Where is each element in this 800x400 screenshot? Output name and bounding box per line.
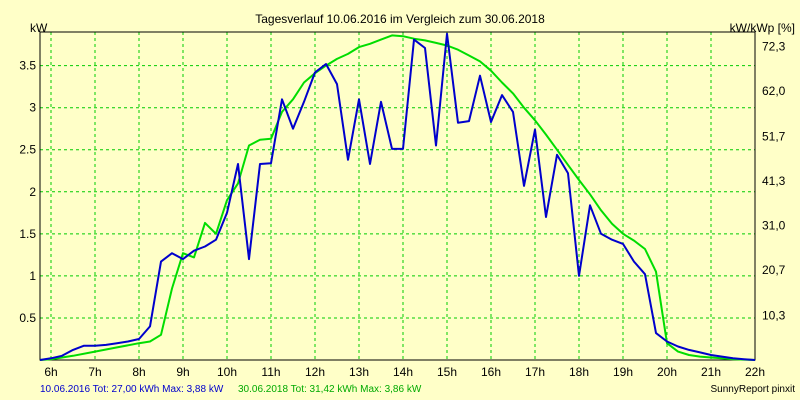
y-tick-label-right: 62,0 xyxy=(762,84,786,98)
y-tick-label-right: 51,7 xyxy=(762,129,786,143)
series-line-10.06.2016 xyxy=(39,32,756,361)
x-tick-label: 10h xyxy=(217,365,237,379)
y-tick-label-right: 20,7 xyxy=(762,263,786,277)
legend-entry-2018: 30.06.2018 Tot: 31,42 kWh Max: 3,86 kW xyxy=(238,384,422,395)
series-group xyxy=(39,32,756,361)
grid xyxy=(40,32,755,360)
footer-credit: SunnyReport pinxit xyxy=(711,384,796,395)
y-tick-labels-left: 0.5 1 1.5 2 2.5 3 3.5 xyxy=(19,59,36,325)
x-tick-label: 17h xyxy=(525,365,545,379)
y-tick-label-left: 2 xyxy=(29,185,36,199)
x-tick-label: 19h xyxy=(613,365,633,379)
y-tick-label-left: 1.5 xyxy=(19,227,36,241)
x-tick-label: 8h xyxy=(132,365,145,379)
x-tick-label: 13h xyxy=(349,365,369,379)
chart-title: Tagesverlauf 10.06.2016 im Vergleich zum… xyxy=(255,12,545,26)
x-tick-label: 18h xyxy=(569,365,589,379)
y-axis-label-right: kW/kWp [%] xyxy=(730,21,795,35)
x-tick-label: 7h xyxy=(88,365,101,379)
x-tick-labels: 6h 7h 8h 9h 10h 11h 12h 13h 14h 15h 16h 17h 18h 19h 20… xyxy=(44,365,765,379)
y-tick-label-right: 31,0 xyxy=(762,218,786,232)
y-tick-label-left: 1 xyxy=(29,269,36,283)
y-tick-label-left: 3.5 xyxy=(19,59,36,73)
x-tick-label: 16h xyxy=(481,365,501,379)
x-tick-label: 9h xyxy=(176,365,189,379)
plot-frame xyxy=(39,31,756,361)
x-tick-label: 11h xyxy=(261,365,280,379)
y-tick-label-right: 10,3 xyxy=(762,308,786,322)
y-tick-labels-right: 10,3 20,7 31,0 41,3 51,7 62,0 72,3 xyxy=(762,39,786,322)
x-tick-label: 20h xyxy=(657,365,677,379)
x-tick-label: 6h xyxy=(44,365,57,379)
y-tick-label-right: 72,3 xyxy=(762,39,786,53)
x-tick-label: 12h xyxy=(305,365,325,379)
x-tick-label: 15h xyxy=(437,365,457,379)
x-tick-label: 21h xyxy=(701,365,721,379)
y-tick-label-left: 3 xyxy=(29,101,36,115)
y-tick-label-left: 0.5 xyxy=(19,311,36,325)
x-tick-label: 14h xyxy=(393,365,413,379)
legend-entry-2016: 10.06.2016 Tot: 27,00 kWh Max: 3,88 kW xyxy=(40,384,224,395)
x-tick-label: 22h xyxy=(745,365,765,379)
y-axis-label-left: kW xyxy=(30,21,48,35)
y-tick-label-right: 41,3 xyxy=(762,174,786,188)
y-tick-label-left: 2.5 xyxy=(19,143,36,157)
